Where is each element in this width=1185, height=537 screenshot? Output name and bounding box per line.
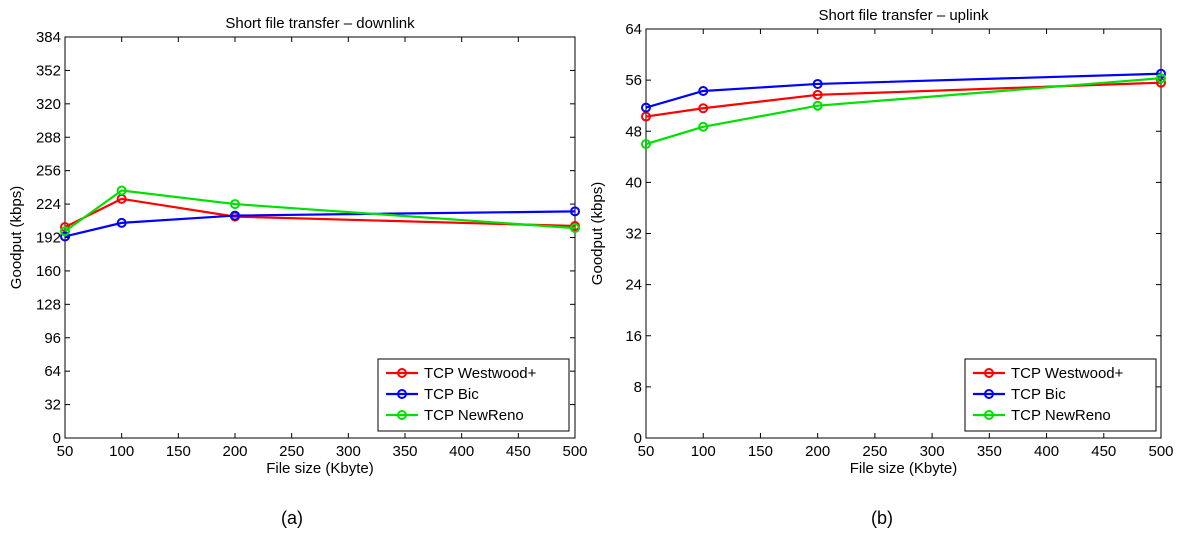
chart-a: 50 100 150 200 250 300 350 400 450 500 0 32 64 96 128 1… <box>8 15 588 477</box>
y-tick-label: 288 <box>36 129 61 146</box>
legend-marker <box>397 410 407 420</box>
data-point-tcp-bic <box>812 78 823 89</box>
legend-box <box>377 358 570 432</box>
y-tick-label: 0 <box>53 430 61 447</box>
y-tick-label: 224 <box>36 196 61 213</box>
caption-b: (b) <box>871 508 893 528</box>
x-tick-label: 50 <box>57 443 74 460</box>
y-tick-label: 192 <box>36 230 61 247</box>
y-tick-label: 64 <box>625 21 642 38</box>
y-tick-label: 24 <box>625 277 642 294</box>
legend-label: TCP NewReno <box>1011 407 1111 424</box>
x-tick-label: 450 <box>506 443 531 460</box>
legend-label: TCP NewReno <box>424 407 524 424</box>
x-tick-label: 100 <box>691 443 716 460</box>
y-tick-label: 320 <box>36 96 61 113</box>
series-line-tcp-westwood <box>645 81 1162 118</box>
x-tick-label: 350 <box>977 443 1002 460</box>
x-tick-label: 500 <box>562 443 587 460</box>
y-axis-label: Goodput (kbps) <box>589 182 606 285</box>
x-tick-label: 400 <box>449 443 474 460</box>
data-point-tcp-newreno <box>570 223 580 234</box>
y-tick-label: 16 <box>625 328 642 345</box>
x-tick-label: 200 <box>805 443 830 460</box>
y-tick-label: 32 <box>625 226 642 243</box>
legend-marker <box>984 410 994 420</box>
legend-marker <box>984 368 994 378</box>
y-tick-label: 8 <box>634 379 642 396</box>
legend-marker <box>984 389 994 399</box>
y-tick-label: 128 <box>36 296 61 313</box>
legend-marker <box>397 368 407 378</box>
legend-label: TCP Westwood+ <box>424 365 537 382</box>
legend-label: TCP Bic <box>424 386 479 403</box>
chart-b: 50 100 150 200 250 300 350 400 450 500 0 8 16 24 32 40 4… <box>589 7 1174 477</box>
caption-a: (a) <box>281 508 303 528</box>
data-point-tcp-newreno <box>698 121 709 132</box>
y-tick-label: 352 <box>36 62 61 79</box>
data-point-tcp-newreno <box>1156 73 1166 84</box>
data-point-tcp-newreno <box>230 199 240 210</box>
legend: TCP Westwood+ TCP Bic TCP NewReno <box>377 358 570 432</box>
x-tick-label: 150 <box>748 443 773 460</box>
x-tick-label: 350 <box>392 443 417 460</box>
data-point-tcp-bic <box>641 102 651 113</box>
data-point-tcp-newreno <box>641 139 651 150</box>
y-tick-label: 40 <box>625 174 642 191</box>
x-tick-label: 450 <box>1091 443 1116 460</box>
x-tick-label: 250 <box>279 443 304 460</box>
legend-marker <box>397 389 407 399</box>
series-line-tcp-bic <box>645 72 1162 109</box>
data-point-tcp-westwood <box>812 89 823 100</box>
chart-title: Short file transfer – uplink <box>818 7 989 24</box>
y-tick-label: 64 <box>44 363 61 380</box>
data-point-tcp-newreno <box>812 100 823 111</box>
x-tick-label: 100 <box>109 443 134 460</box>
x-tick-label: 500 <box>1148 443 1173 460</box>
data-point-tcp-bic <box>230 210 240 221</box>
y-tick-label: 160 <box>36 263 61 280</box>
series-line-tcp-newreno <box>64 189 576 233</box>
data-point-tcp-bic <box>60 231 70 242</box>
data-point-tcp-westwood <box>698 103 709 114</box>
x-tick-label: 300 <box>336 443 361 460</box>
y-tick-label: 32 <box>44 397 61 414</box>
legend-label: TCP Bic <box>1011 386 1066 403</box>
y-tick-label: 96 <box>44 330 61 347</box>
chart-title: Short file transfer – downlink <box>225 15 415 32</box>
data-point-tcp-newreno <box>116 185 127 196</box>
legend: TCP Westwood+ TCP Bic TCP NewReno <box>964 358 1157 432</box>
y-tick-label: 48 <box>625 123 642 140</box>
x-tick-label: 400 <box>1034 443 1059 460</box>
x-tick-label: 250 <box>862 443 887 460</box>
y-tick-label: 256 <box>36 163 61 180</box>
series-line-tcp-westwood <box>64 197 576 229</box>
x-tick-label: 200 <box>222 443 247 460</box>
series-line-tcp-bic <box>64 210 576 238</box>
x-tick-label: 150 <box>166 443 191 460</box>
x-axis-label: File size (Kbyte) <box>266 460 374 477</box>
data-point-tcp-bic <box>570 206 580 217</box>
legend-label: TCP Westwood+ <box>1011 365 1124 382</box>
data-point-tcp-newreno <box>60 226 70 237</box>
data-point-tcp-bic <box>1156 68 1166 79</box>
x-tick-label: 300 <box>920 443 945 460</box>
data-point-tcp-bic <box>116 217 127 228</box>
x-axis-label: File size (Kbyte) <box>850 460 958 477</box>
y-tick-label: 384 <box>36 29 61 46</box>
y-axis-label: Goodput (kbps) <box>8 186 25 289</box>
series-line-tcp-newreno <box>645 77 1162 146</box>
x-tick-label: 50 <box>638 443 655 460</box>
y-tick-label: 56 <box>625 72 642 89</box>
data-point-tcp-bic <box>698 85 709 96</box>
y-tick-label: 0 <box>634 430 642 447</box>
